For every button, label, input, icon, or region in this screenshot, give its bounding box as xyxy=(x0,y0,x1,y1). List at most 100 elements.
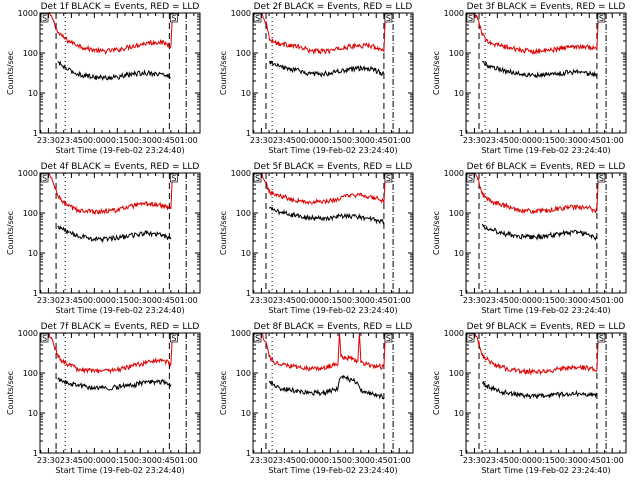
saa-end-label: S xyxy=(386,334,391,343)
x-axis-label: Start Time (19-Feb-02 23:24:40) xyxy=(268,146,397,155)
x-tick-label: 00:30 xyxy=(129,296,152,305)
x-tick-label: 00:30 xyxy=(555,456,578,465)
x-tick-label: 23:30 xyxy=(463,456,486,465)
x-tick-label: 00:30 xyxy=(555,296,578,305)
series-line-lld xyxy=(261,332,386,372)
x-tick-label: 23:45 xyxy=(486,456,509,465)
saa-start-label: S xyxy=(255,14,260,23)
y-tick-label: 1 xyxy=(246,289,251,298)
y-tick-label: 1 xyxy=(33,449,38,458)
y-tick-label: 1000 xyxy=(444,329,464,338)
y-tick-label: 1000 xyxy=(18,169,38,178)
x-tick-label: 00:45 xyxy=(365,296,388,305)
x-tick-label: 01:00 xyxy=(601,456,624,465)
saa-start-box xyxy=(253,173,262,183)
x-axis-label: Start Time (19-Feb-02 23:24:40) xyxy=(55,146,184,155)
x-tick-label: 00:00 xyxy=(296,296,319,305)
panel-det-1: Det 1f BLACK = Events, RED = LLD Counts/s… xyxy=(6,2,201,155)
plot-frame xyxy=(39,332,201,454)
panel-det-5: Det 5f BLACK = Events, RED = LLD Counts/s… xyxy=(219,162,414,315)
x-tick-label: 00:00 xyxy=(83,456,106,465)
panel-title: Det 9f BLACK = Events, RED = LLD xyxy=(467,322,626,332)
saa-start-box xyxy=(40,333,49,343)
saa-start-box xyxy=(40,173,49,183)
saa-start-box xyxy=(253,13,262,23)
y-tick-label: 1000 xyxy=(231,329,251,338)
y-tick-label: 1 xyxy=(459,289,464,298)
x-tick-label: 00:30 xyxy=(342,456,365,465)
x-axis-label: Start Time (19-Feb-02 23:24:40) xyxy=(481,466,610,475)
saa-start-box xyxy=(253,333,262,343)
x-tick-label: 23:30 xyxy=(37,136,60,145)
x-tick-label: 00:00 xyxy=(296,136,319,145)
y-tick-label: 100 xyxy=(449,369,464,378)
y-tick-label: 1 xyxy=(246,449,251,458)
x-tick-label: 01:00 xyxy=(175,456,198,465)
x-tick-label: 23:30 xyxy=(250,136,273,145)
y-tick-label: 1000 xyxy=(231,169,251,178)
saa-start-box xyxy=(40,13,49,23)
x-tick-label: 01:00 xyxy=(601,296,624,305)
saa-end-label: S xyxy=(386,14,391,23)
plot-frame xyxy=(465,172,627,294)
y-tick-label: 10 xyxy=(241,409,251,418)
saa-start-box xyxy=(466,333,475,343)
x-tick-label: 00:15 xyxy=(319,296,342,305)
plot-frame xyxy=(252,12,414,134)
x-tick-label: 01:00 xyxy=(175,136,198,145)
y-tick-label: 10 xyxy=(454,409,464,418)
series-line-lld xyxy=(474,12,599,56)
saa-start-label: S xyxy=(42,174,47,183)
saa-end-box xyxy=(170,173,178,183)
x-tick-label: 00:45 xyxy=(365,456,388,465)
saa-start-box xyxy=(466,173,475,183)
x-tick-label: 00:45 xyxy=(365,136,388,145)
saa-start-label: S xyxy=(468,334,473,343)
y-tick-label: 100 xyxy=(236,209,251,218)
series-line-lld xyxy=(261,172,386,206)
y-axis-label: Counts/sec xyxy=(219,371,228,415)
saa-end-box xyxy=(170,333,178,343)
x-tick-label: 23:45 xyxy=(60,456,83,465)
saa-end-box xyxy=(597,13,606,23)
x-tick-label: 00:00 xyxy=(509,296,532,305)
x-tick-label: 01:00 xyxy=(388,136,411,145)
x-tick-label: 00:45 xyxy=(578,456,601,465)
series-line-events xyxy=(268,60,385,78)
panel-det-6: Det 6f BLACK = Events, RED = LLD Counts/s… xyxy=(432,162,627,315)
x-tick-label: 00:45 xyxy=(152,296,175,305)
panel-det-9: Det 9f BLACK = Events, RED = LLD Counts/s… xyxy=(432,322,627,475)
series-line-lld xyxy=(261,12,386,56)
saa-end-box xyxy=(384,333,393,343)
x-tick-label: 23:45 xyxy=(273,456,296,465)
y-tick-label: 1 xyxy=(246,129,251,138)
x-tick-label: 00:15 xyxy=(106,296,129,305)
saa-start-label: S xyxy=(42,14,47,23)
y-axis-label: Counts/sec xyxy=(6,51,15,95)
series-line-events xyxy=(481,380,598,400)
plot-frame xyxy=(39,172,201,294)
series-line-events xyxy=(57,377,172,391)
x-tick-label: 00:15 xyxy=(532,296,555,305)
panel-det-7: Det 7f BLACK = Events, RED = LLD Counts/s… xyxy=(6,322,201,475)
x-tick-label: 23:30 xyxy=(250,456,273,465)
series-line-events xyxy=(481,223,598,241)
saa-end-box xyxy=(384,173,393,183)
x-tick-label: 00:30 xyxy=(555,136,578,145)
panel-det-4: Det 4f BLACK = Events, RED = LLD Counts/s… xyxy=(6,162,201,315)
series-line-events xyxy=(481,61,598,79)
plot-frame xyxy=(252,172,414,294)
x-tick-label: 23:45 xyxy=(273,136,296,145)
x-tick-label: 23:30 xyxy=(463,136,486,145)
y-tick-label: 100 xyxy=(23,209,38,218)
y-axis-label: Counts/sec xyxy=(219,211,228,255)
y-tick-label: 1 xyxy=(459,129,464,138)
y-tick-label: 10 xyxy=(28,409,38,418)
panel-title: Det 6f BLACK = Events, RED = LLD xyxy=(467,162,626,172)
plot-frame xyxy=(39,12,201,134)
y-tick-label: 100 xyxy=(23,369,38,378)
series-line-events xyxy=(57,60,171,82)
saa-start-label: S xyxy=(42,334,47,343)
x-axis-label: Start Time (19-Feb-02 23:24:40) xyxy=(481,146,610,155)
